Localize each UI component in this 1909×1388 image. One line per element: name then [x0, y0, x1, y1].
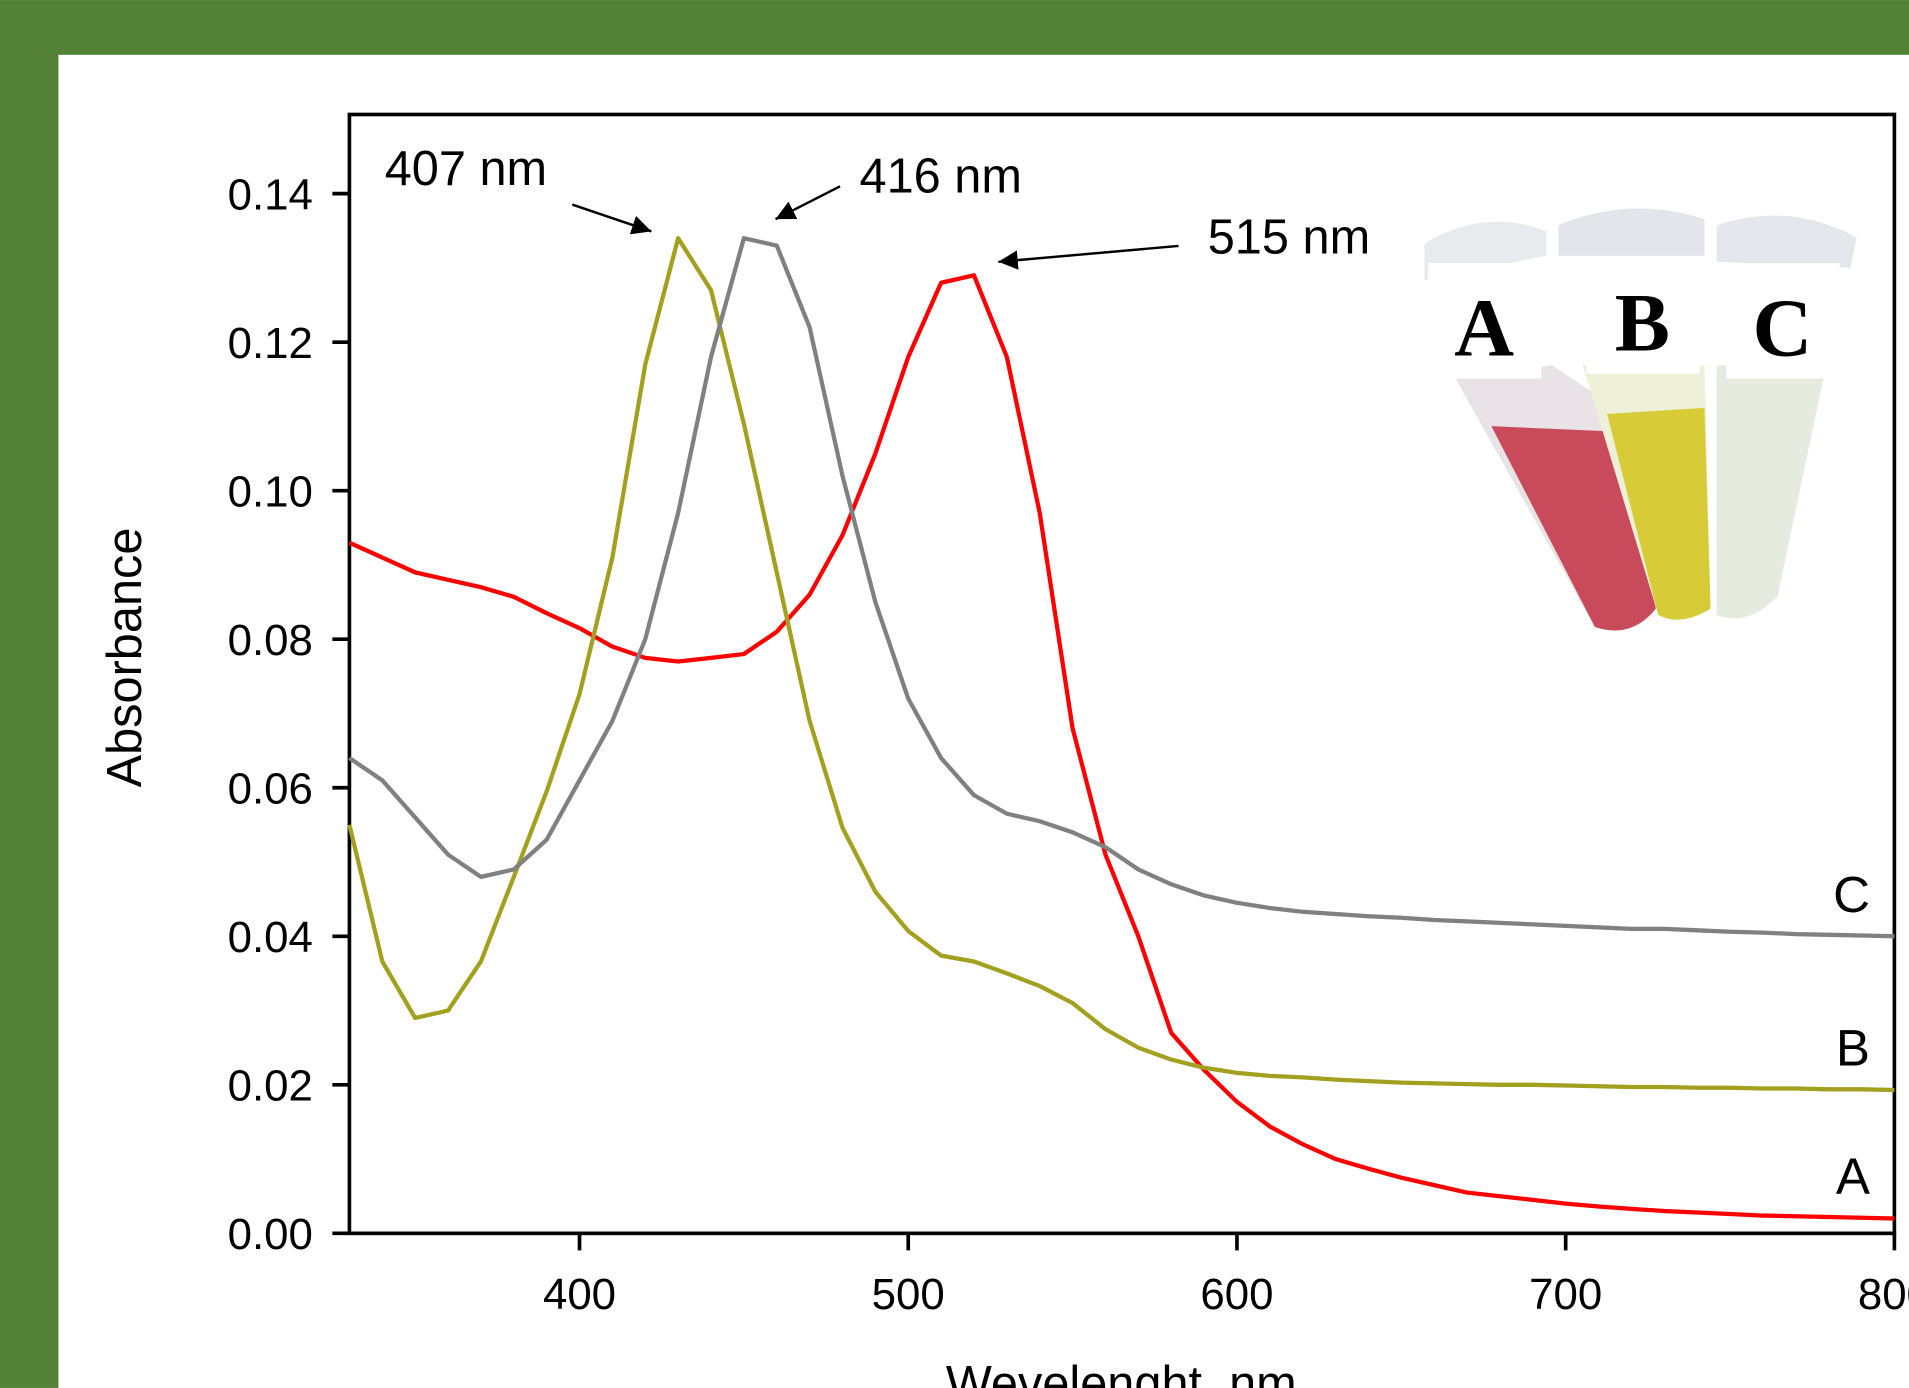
y-tick-label: 0.14 [228, 170, 313, 219]
plot-frame [347, 112, 1897, 1236]
x-axis-label: Wevelenght, nm [946, 1357, 1297, 1388]
y-axis-label: Absorbance [98, 528, 152, 788]
curve-label: A [1836, 1148, 1870, 1205]
inset-label: A [1454, 282, 1514, 374]
y-tick-label: 0.00 [228, 1210, 313, 1259]
inset-label: B [1615, 277, 1670, 369]
series-line [348, 236, 1895, 939]
peak-annotation: 515 nm [1208, 210, 1370, 264]
series-line [347, 236, 1895, 1093]
x-tick-label: 700 [1529, 1270, 1602, 1319]
y-tick-label: 0.08 [228, 616, 313, 665]
x-tick-label: 400 [543, 1270, 616, 1319]
peak-annotation: 407 nm [385, 142, 547, 196]
series-line [348, 273, 1895, 1221]
x-tick-label: 800 [1858, 1270, 1909, 1319]
inset-label-box [1726, 263, 1840, 379]
curve-label: C [1833, 866, 1870, 923]
curve-label: B [1836, 1020, 1870, 1077]
annotation-arrow [774, 185, 841, 221]
inset-label: C [1752, 282, 1812, 374]
x-tick-label: 500 [872, 1270, 945, 1319]
annotation-arrow [571, 203, 652, 235]
y-tick-label: 0.10 [228, 468, 313, 517]
inset-label-box [1428, 263, 1542, 379]
y-tick-label: 0.04 [228, 913, 313, 962]
y-tick-label: 0.06 [228, 765, 313, 814]
inset-label-box [1586, 258, 1700, 374]
peak-annotation: 416 nm [860, 149, 1022, 203]
y-tick-label: 0.12 [228, 319, 313, 368]
annotation-arrow [998, 244, 1179, 270]
x-tick-label: 600 [1200, 1270, 1273, 1319]
y-tick-label: 0.02 [228, 1062, 313, 1111]
